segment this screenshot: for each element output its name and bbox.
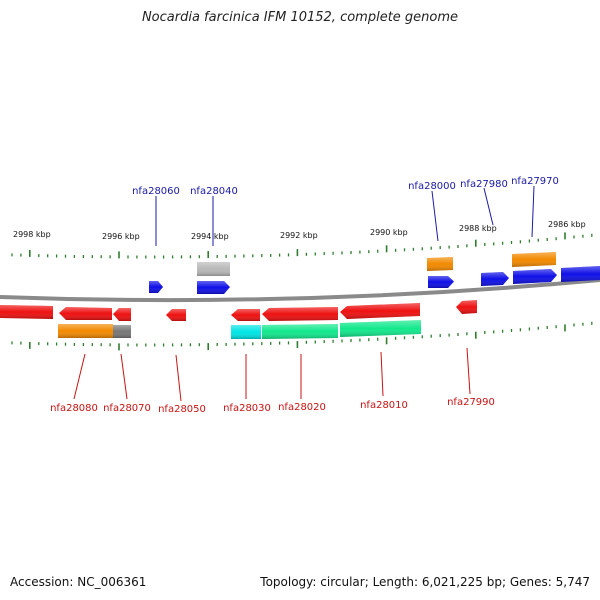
reverse-gene-nfa28070[interactable] — [113, 308, 131, 321]
reverse-gene-nfa28080[interactable] — [59, 307, 112, 320]
forward-gene-nfa28040[interactable] — [197, 281, 230, 294]
forward-cds-orange[interactable] — [427, 257, 453, 271]
reverse-cds-orange[interactable] — [58, 324, 113, 338]
reverse-gene-nfa28020[interactable] — [262, 307, 338, 321]
map-title: Nocardia farcinica IFM 10152, complete g… — [141, 10, 459, 25]
gene-label-nfa27990[interactable]: nfa27990 — [447, 397, 495, 408]
reverse-gene-nfa27990[interactable] — [456, 300, 477, 314]
gene-label-nfa28060[interactable]: nfa28060 — [132, 186, 180, 197]
forward-cds-gray[interactable] — [197, 262, 230, 276]
forward-tick-row — [11, 232, 593, 259]
kbp-label: 2996 kbp — [102, 232, 140, 241]
accession-label: Accession: — [10, 575, 74, 589]
gene-label-nfa28010[interactable]: nfa28010 — [360, 400, 408, 411]
gene-label-nfa28050[interactable]: nfa28050 — [158, 404, 206, 415]
length-value: 6,021,225 bp — [421, 575, 502, 589]
genome-summary: Topology: circular; Length: 6,021,225 bp… — [260, 575, 590, 589]
length-label: Length: — [372, 575, 419, 589]
reverse-gene[interactable] — [0, 305, 53, 319]
gene-label-nfa28070[interactable]: nfa28070 — [103, 403, 151, 414]
reverse-cds-green[interactable] — [340, 320, 421, 337]
reverse-cds-darkgray[interactable] — [113, 325, 131, 338]
gene-label-nfa27970[interactable]: nfa27970 — [511, 176, 559, 187]
kbp-label: 2994 kbp — [191, 232, 229, 241]
reverse-gene-label-group: nfa28080 nfa28070 nfa28050 nfa28030 nfa2… — [50, 347, 495, 415]
gene-label-nfa28030[interactable]: nfa28030 — [223, 403, 271, 414]
forward-gene-nfa27980[interactable] — [481, 272, 509, 286]
kbp-label: 2988 kbp — [459, 224, 497, 233]
genes-label: Genes: — [509, 575, 552, 589]
forward-gene-label-group: nfa28060 nfa28040 nfa28000 nfa27980 nfa2… — [132, 176, 559, 246]
gene-label-nfa28000[interactable]: nfa28000 — [408, 181, 456, 192]
reverse-cds-green[interactable] — [262, 324, 338, 339]
gene-label-nfa28040[interactable]: nfa28040 — [190, 186, 238, 197]
accession-info: Accession: NC_006361 — [10, 575, 146, 589]
reverse-gene-nfa28030[interactable] — [231, 309, 260, 321]
kbp-label: 2990 kbp — [370, 228, 408, 237]
kbp-label: 2998 kbp — [13, 230, 51, 239]
forward-gene-nfa28060[interactable] — [149, 281, 163, 293]
forward-gene-nfa28000[interactable] — [428, 276, 454, 288]
topology-value: circular — [320, 575, 365, 589]
genes-value: 5,747 — [555, 575, 590, 589]
gene-label-nfa27980[interactable]: nfa27980 — [460, 179, 508, 190]
kbp-label: 2992 kbp — [280, 231, 318, 240]
accession-value: NC_006361 — [77, 575, 147, 589]
reverse-tick-row — [11, 321, 593, 351]
forward-gene[interactable] — [561, 266, 600, 282]
forward-gene-nfa27970[interactable] — [513, 269, 557, 284]
genome-backbone — [0, 278, 600, 303]
reverse-gene-nfa28010[interactable] — [340, 303, 420, 319]
topology-label: Topology: — [260, 575, 317, 589]
reverse-gene-nfa28050[interactable] — [166, 309, 186, 321]
gene-label-nfa28020[interactable]: nfa28020 — [278, 402, 326, 413]
gene-label-nfa28080[interactable]: nfa28080 — [50, 403, 98, 414]
kbp-label: 2986 kbp — [548, 220, 586, 229]
forward-cds-orange[interactable] — [512, 252, 556, 267]
reverse-cds-cyan[interactable] — [231, 325, 261, 339]
